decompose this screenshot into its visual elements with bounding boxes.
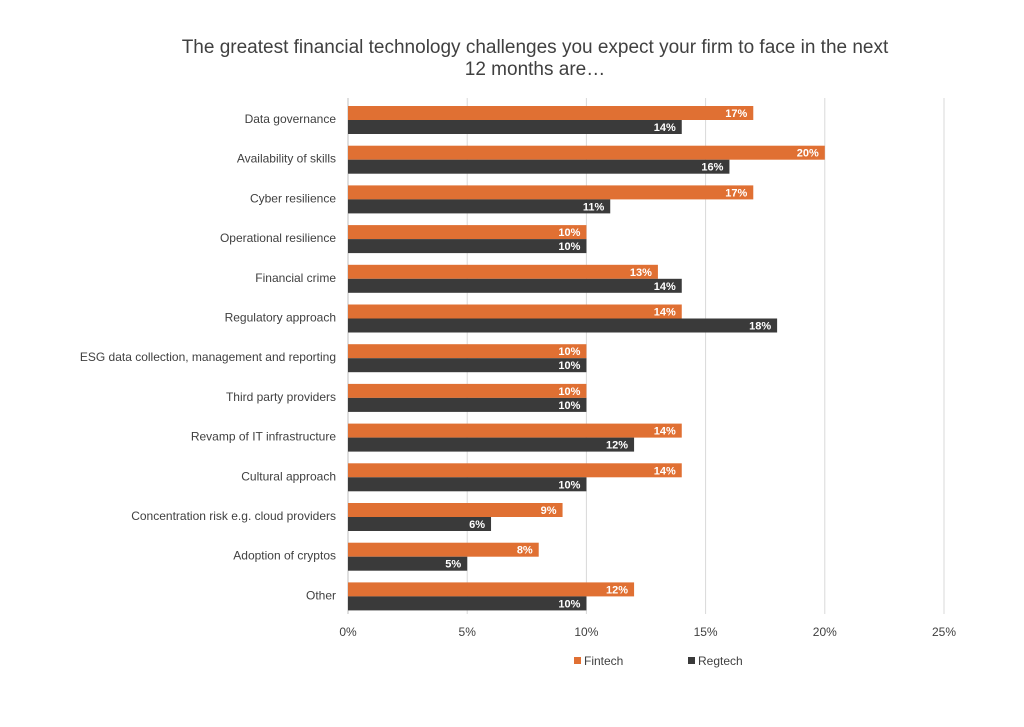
data-label: 14%: [654, 465, 676, 477]
bar-fintech: [348, 344, 587, 359]
x-tick-label: 25%: [932, 625, 956, 639]
data-label: 10%: [558, 241, 580, 253]
bar-regtech: [348, 239, 587, 254]
category-label: Adoption of cryptos: [233, 549, 336, 563]
category-label: Regulatory approach: [225, 311, 336, 325]
bar-regtech: [348, 517, 492, 531]
category-label: Cyber resilience: [250, 191, 336, 205]
bar-fintech: [348, 383, 587, 398]
data-label: 10%: [558, 360, 580, 372]
data-label: 10%: [558, 598, 580, 610]
data-label: 8%: [517, 545, 533, 557]
category-label: Other: [306, 588, 336, 602]
bar-regtech: [348, 199, 611, 214]
legend-swatch-fintech: [574, 657, 581, 664]
bar-fintech: [348, 145, 825, 160]
bar-fintech: [348, 264, 658, 279]
data-label: 18%: [749, 321, 771, 333]
bar-fintech: [348, 582, 635, 597]
x-tick-label: 0%: [339, 625, 357, 639]
bar-fintech: [348, 304, 682, 319]
data-label: 16%: [701, 162, 723, 174]
data-label: 11%: [583, 201, 605, 213]
category-label: Data governance: [245, 112, 337, 126]
category-label: Financial crime: [255, 271, 336, 285]
chart-title-line2: 12 months are…: [464, 59, 606, 80]
legend-label-fintech: Fintech: [584, 654, 623, 668]
bar-fintech: [348, 225, 587, 240]
bar-fintech: [348, 185, 754, 200]
chart-title: The greatest financial technology challe…: [0, 37, 1024, 81]
data-label: 10%: [558, 346, 580, 358]
data-label: 14%: [654, 122, 676, 134]
data-label: 14%: [654, 281, 676, 293]
data-label: 10%: [558, 479, 580, 491]
category-label: Concentration risk e.g. cloud providers: [131, 509, 336, 523]
category-label: Availability of skills: [237, 152, 336, 166]
data-label: 17%: [725, 187, 747, 199]
bar-fintech: [348, 463, 682, 478]
data-label: 12%: [606, 584, 628, 596]
bar-fintech: [348, 503, 563, 517]
data-label: 20%: [797, 148, 819, 160]
legend-swatch-regtech: [688, 657, 695, 664]
bar-regtech: [348, 318, 778, 333]
legend-label-regtech: Regtech: [698, 654, 743, 668]
x-tick-label: 20%: [813, 625, 837, 639]
bar-regtech: [348, 437, 635, 452]
data-label: 14%: [654, 307, 676, 319]
category-label: Revamp of IT infrastructure: [191, 430, 336, 444]
category-label: Third party providers: [226, 390, 336, 404]
x-tick-label: 15%: [694, 625, 718, 639]
bar-fintech: [348, 423, 682, 438]
x-tick-label: 10%: [574, 625, 598, 639]
data-label: 13%: [630, 267, 652, 279]
data-label: 10%: [558, 227, 580, 239]
bar-regtech: [348, 120, 682, 134]
bar-fintech: [348, 542, 539, 557]
data-label: 12%: [606, 440, 628, 452]
bar-regtech: [348, 397, 587, 412]
bar-fintech: [348, 106, 754, 120]
bar-regtech: [348, 477, 587, 492]
bar-regtech: [348, 159, 730, 174]
data-label: 5%: [445, 559, 461, 571]
data-label: 17%: [725, 108, 747, 120]
chart-title-line1: The greatest financial technology challe…: [181, 37, 889, 58]
bar-regtech: [348, 596, 587, 611]
bar-regtech: [348, 358, 587, 373]
data-label: 10%: [558, 400, 580, 412]
data-label: 6%: [469, 519, 485, 531]
data-label: 14%: [654, 426, 676, 438]
data-label: 10%: [558, 386, 580, 398]
category-label: Cultural approach: [241, 469, 336, 483]
category-label: ESG data collection, management and repo…: [80, 350, 336, 364]
category-label: Operational resilience: [220, 231, 336, 245]
bar-regtech: [348, 556, 468, 571]
data-label: 9%: [541, 505, 557, 517]
bar-regtech: [348, 278, 682, 293]
x-tick-label: 5%: [459, 625, 477, 639]
